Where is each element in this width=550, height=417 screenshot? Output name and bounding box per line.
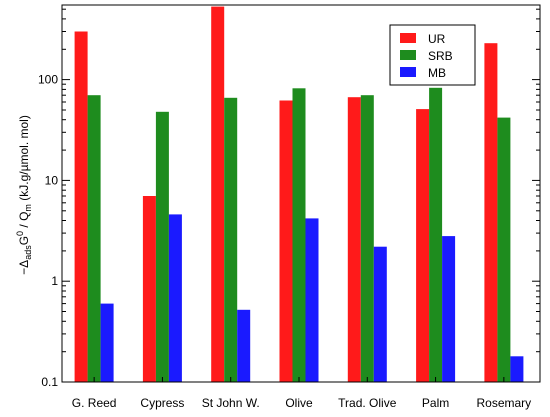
bar-mb-4 (373, 246, 387, 382)
bar-mb-2 (237, 309, 251, 382)
x-tick-label: Rosemary (477, 396, 532, 410)
y-label-units: (kJ.g/µmol. mol) (17, 115, 31, 204)
bar-mb-3 (305, 218, 319, 382)
bar-mb-6 (510, 356, 524, 382)
x-tick-label: Palm (422, 396, 449, 410)
x-tick-label: Olive (285, 396, 313, 410)
legend-label-srb: SRB (428, 49, 453, 63)
bar-srb-3 (292, 88, 306, 383)
y-label-m: m (23, 204, 33, 212)
legend-box (389, 24, 476, 86)
bar-srb-5 (429, 87, 443, 383)
x-tick-label: Cypress (140, 396, 184, 410)
legend-label-mb: MB (428, 66, 446, 80)
y-tick-label: 100 (38, 73, 58, 87)
bars-layer (74, 6, 524, 383)
plot-frame (61, 4, 541, 383)
x-tick-label: G. Reed (72, 396, 117, 410)
bar-srb-0 (87, 95, 101, 382)
legend-swatch-mb (400, 67, 416, 77)
bar-srb-1 (155, 111, 169, 383)
y-label-minus-delta: −Δ (17, 260, 31, 275)
y-tick-label: 0.1 (41, 375, 58, 389)
y-label-zero: 0 (15, 231, 25, 236)
bar-ur-3 (279, 100, 293, 382)
legend-label-ur: UR (428, 32, 446, 46)
legend-swatch-ur (400, 33, 416, 43)
bar-ur-0 (74, 31, 88, 382)
x-tick-label: St John W. (202, 396, 260, 410)
y-axis: 0.1 1 10 100 (38, 8, 540, 389)
bar-ur-4 (347, 97, 361, 382)
y-label-g: G (17, 236, 31, 245)
legend-swatch-srb (400, 50, 416, 60)
bar-ur-2 (211, 6, 225, 382)
bar-srb-4 (360, 95, 374, 382)
x-axis: G. Reed Cypress St John W. Olive Trad. Olive… (72, 377, 531, 410)
x-tick-label: Trad. Olive (338, 396, 397, 410)
y-label-slash-q: / Q (17, 212, 31, 231)
bar-ur-1 (142, 196, 156, 382)
bar-srb-2 (224, 97, 238, 383)
y-label-ads: ads (23, 245, 33, 260)
bar-ur-5 (416, 109, 430, 382)
bar-srb-6 (497, 117, 511, 382)
bar-ur-6 (484, 43, 498, 382)
bar-mb-5 (442, 236, 456, 382)
bar-mb-0 (100, 303, 114, 382)
bar-mb-1 (168, 214, 182, 382)
y-tick-label: 1 (51, 274, 58, 288)
y-axis-label: −ΔadsG0 / Qm (kJ.g/µmol. mol) (15, 115, 33, 275)
y-tick-label: 10 (45, 173, 59, 187)
legend: UR SRB MB (389, 24, 476, 86)
